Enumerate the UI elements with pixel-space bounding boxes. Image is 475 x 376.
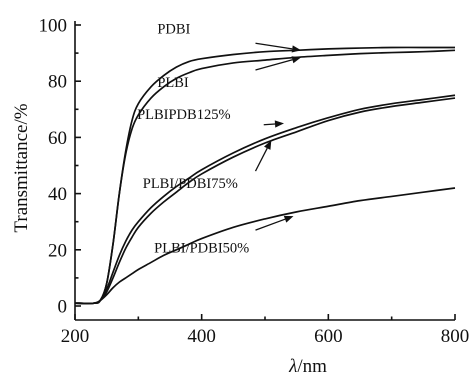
arrow-head-plbi-pdbi50 bbox=[283, 215, 294, 223]
arrow-line-plbi-pdbi50 bbox=[255, 218, 286, 231]
arrow-line-plbipdb125 bbox=[263, 123, 276, 126]
y-tick-label-20: 20 bbox=[48, 240, 67, 261]
x-axis-title: λ/nm bbox=[288, 356, 327, 376]
x-tick-label-600: 600 bbox=[314, 326, 343, 347]
arrow-line-plbi-pdbi75 bbox=[254, 147, 268, 172]
arrow-head-pdbi bbox=[291, 45, 302, 53]
y-tick-label-40: 40 bbox=[48, 184, 67, 205]
arrow-head-plbi bbox=[291, 56, 302, 64]
series-line-plbi-pdbi50 bbox=[74, 187, 456, 305]
series-line-pdbi bbox=[74, 46, 455, 305]
arrow-head-plbipdb125 bbox=[274, 120, 284, 128]
annotations-group: PDBI PLBI PLBIPDB125% PLBI/PDBI75% PLBI/PDBI… bbox=[137, 21, 302, 257]
series-line-plbi bbox=[74, 49, 456, 305]
series-group bbox=[74, 46, 456, 305]
series-label-plbipdb125: PLBIPDB125% bbox=[137, 107, 230, 123]
series-label-plbi-pdbi50: PLBI/PDBI50% bbox=[154, 241, 249, 257]
arrow-head-plbi-pdbi75 bbox=[264, 140, 272, 150]
y-tick-label-60: 60 bbox=[48, 128, 67, 149]
x-axis-title-unit: /nm bbox=[297, 356, 327, 376]
series-line-plbi-pdbi75 bbox=[74, 97, 456, 305]
y-tick-label-100: 100 bbox=[39, 16, 68, 37]
series-line-plbipdb125 bbox=[74, 94, 456, 305]
y-axis-title: Transmittance/% bbox=[11, 103, 32, 232]
x-tick-label-800: 800 bbox=[441, 326, 470, 347]
x-tick-label-200: 200 bbox=[61, 326, 90, 347]
x-axis-title-symbol: λ bbox=[288, 356, 297, 376]
y-tick-label-0: 0 bbox=[58, 297, 68, 318]
arrow-line-plbi bbox=[255, 59, 293, 71]
arrow-line-pdbi bbox=[255, 42, 293, 50]
series-label-pdbi: PDBI bbox=[157, 21, 190, 37]
y-tick-label-80: 80 bbox=[48, 72, 67, 93]
series-label-plbi-pdbi75: PLBI/PDBI75% bbox=[143, 176, 238, 192]
series-label-plbi: PLBI bbox=[157, 75, 189, 91]
axes: 0 20 40 60 80 100 200 400 600 800 bbox=[39, 16, 470, 348]
x-tick-label-400: 400 bbox=[187, 326, 216, 347]
